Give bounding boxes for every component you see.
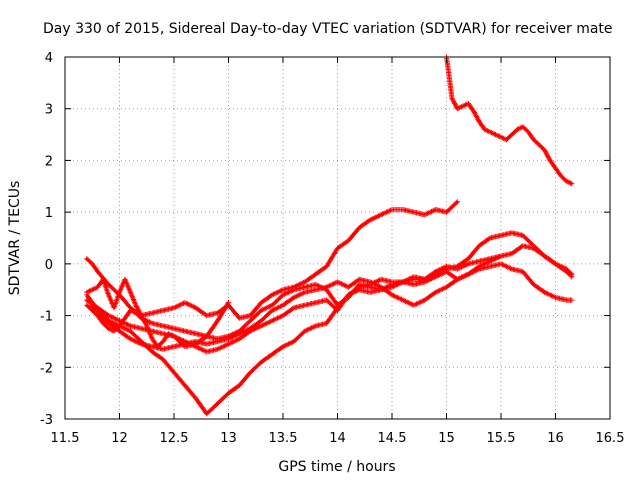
axis-ticks: 11.5 12 12.5 13 13.5 14 14.5 15 15.5 16 16.5-3-2-1…: [40, 51, 624, 446]
marker-trace: [84, 199, 460, 321]
x-tick-label: 15: [438, 431, 455, 446]
x-axis-label: GPS time / hours: [278, 459, 395, 475]
y-tick-label: -2: [40, 361, 53, 376]
x-tick-label: 13: [220, 431, 237, 446]
series-track-f: [84, 276, 232, 350]
x-tick-label: 12: [111, 431, 128, 446]
y-tick-label: -1: [40, 310, 53, 325]
y-tick-label: 4: [45, 51, 53, 66]
marker-trace: [89, 253, 504, 342]
series-track-e: [84, 261, 575, 355]
series-track-g: [89, 253, 504, 342]
y-axis-label: SDTVAR / TECUs: [7, 181, 23, 296]
series-track-b: [84, 199, 460, 321]
y-tick-label: 3: [45, 103, 53, 118]
marker-trace: [84, 261, 575, 355]
y-tick-label: 2: [45, 154, 53, 169]
chart-title: Day 330 of 2015, Sidereal Day-to-day VTE…: [43, 21, 613, 37]
x-tick-label: 16: [547, 431, 564, 446]
y-tick-label: -3: [40, 413, 53, 428]
y-tick-label: 1: [45, 206, 53, 221]
x-tick-label: 16.5: [596, 431, 625, 446]
marker-trace: [443, 54, 575, 187]
x-tick-label: 14.5: [378, 431, 407, 446]
x-tick-label: 12.5: [160, 431, 189, 446]
marker-trace: [84, 276, 232, 350]
x-tick-label: 13.5: [269, 431, 298, 446]
x-tick-label: 14: [329, 431, 346, 446]
data-series: [84, 54, 575, 417]
series-track-a: [443, 54, 575, 187]
x-tick-label: 15.5: [487, 431, 516, 446]
x-tick-label: 11.5: [51, 431, 80, 446]
y-tick-label: 0: [45, 258, 53, 273]
